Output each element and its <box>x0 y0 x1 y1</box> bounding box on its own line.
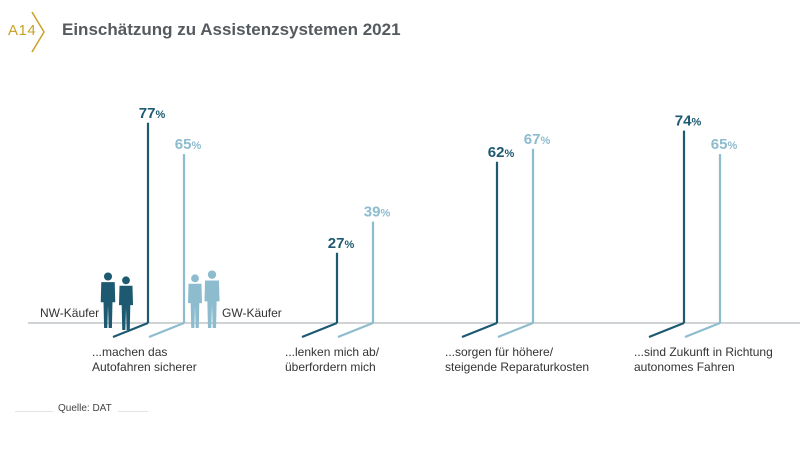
data-label: 65% <box>175 136 202 153</box>
data-label-unit: % <box>727 140 737 152</box>
gw-buyer-person-icon <box>204 270 220 328</box>
gw-bar-3: 67% <box>497 131 551 339</box>
legend-gw-kaeufer: GW-Käufer <box>222 306 282 320</box>
person-head <box>122 276 130 285</box>
gw-bar-2: 39% <box>337 204 391 339</box>
category-label-4: ...sind Zukunft in Richtung autonomes Fah… <box>634 345 773 374</box>
nw-bar-3: 62% <box>461 144 515 339</box>
nw-buyer-person-icon <box>100 272 116 328</box>
chart-title: Einschätzung zu Assistenzsystemen 2021 <box>62 20 401 39</box>
person-head <box>207 270 217 279</box>
category-label-3: ...sorgen für höhere/steigende Reparatur… <box>445 345 589 374</box>
chart-number-badge: A14 <box>8 22 37 39</box>
data-label: 27% <box>328 235 355 252</box>
person-head <box>191 274 199 283</box>
data-label: 74% <box>675 113 702 130</box>
category-label-line: ...lenken mich ab/ <box>285 345 380 359</box>
category-label-line: ...machen das <box>92 345 167 359</box>
person-body <box>187 283 203 328</box>
data-label-unit: % <box>540 135 550 147</box>
data-label: 67% <box>524 131 551 148</box>
bar-base-diagonal <box>337 321 374 339</box>
person-head <box>103 272 113 281</box>
legend-nw-kaeufer: NW-Käufer <box>40 306 99 320</box>
bar-base-diagonal <box>112 321 149 339</box>
bar-base-diagonal <box>148 321 185 339</box>
data-label-unit: % <box>191 140 201 152</box>
category-label-line: ...sorgen für höhere/ <box>445 345 554 359</box>
source-divider-left <box>15 411 53 412</box>
nw-bar-2: 27% <box>301 235 355 339</box>
source-divider-right <box>118 411 148 412</box>
person-body <box>100 282 116 328</box>
header: A14 Einschätzung zu Assistenzsystemen 20… <box>0 0 800 60</box>
gw-bar-4: 65% <box>684 136 738 339</box>
gw-bar-1: 65% <box>148 136 202 339</box>
bar-base-diagonal <box>497 321 534 339</box>
category-label-line: autonomes Fahren <box>634 360 735 374</box>
category-label-line: Autofahren sicherer <box>92 360 197 374</box>
nw-buyer-person-icon <box>118 276 134 330</box>
category-label-1: ...machen das Autofahren sicherer <box>92 345 197 374</box>
gw-buyer-person-icon <box>187 274 203 328</box>
data-label: 77% <box>139 105 166 122</box>
data-label: 65% <box>711 136 738 153</box>
category-label-line: überfordern mich <box>285 360 376 374</box>
data-label-unit: % <box>380 208 390 220</box>
data-label: 62% <box>488 144 515 161</box>
data-label-unit: % <box>155 109 165 121</box>
data-label: 39% <box>364 204 391 221</box>
person-body <box>204 280 220 328</box>
data-label-unit: % <box>691 117 701 129</box>
bar-base-diagonal <box>648 321 685 339</box>
person-body <box>118 285 134 330</box>
category-label-2: ...lenken mich ab/überfordern mich <box>285 345 380 374</box>
category-label-line: steigende Reparaturkosten <box>445 360 589 374</box>
hexagon-badge-icon <box>31 11 45 53</box>
data-label-unit: % <box>504 148 514 160</box>
bar-base-diagonal <box>684 321 721 339</box>
category-label-line: ...sind Zukunft in Richtung <box>634 345 773 359</box>
data-label-unit: % <box>344 239 354 251</box>
bar-base-diagonal <box>301 321 338 339</box>
bar-base-diagonal <box>461 321 498 339</box>
source-label: Quelle: DAT <box>58 403 112 414</box>
nw-bar-4: 74% <box>648 113 702 339</box>
nw-bar-1: 77% <box>112 105 166 339</box>
